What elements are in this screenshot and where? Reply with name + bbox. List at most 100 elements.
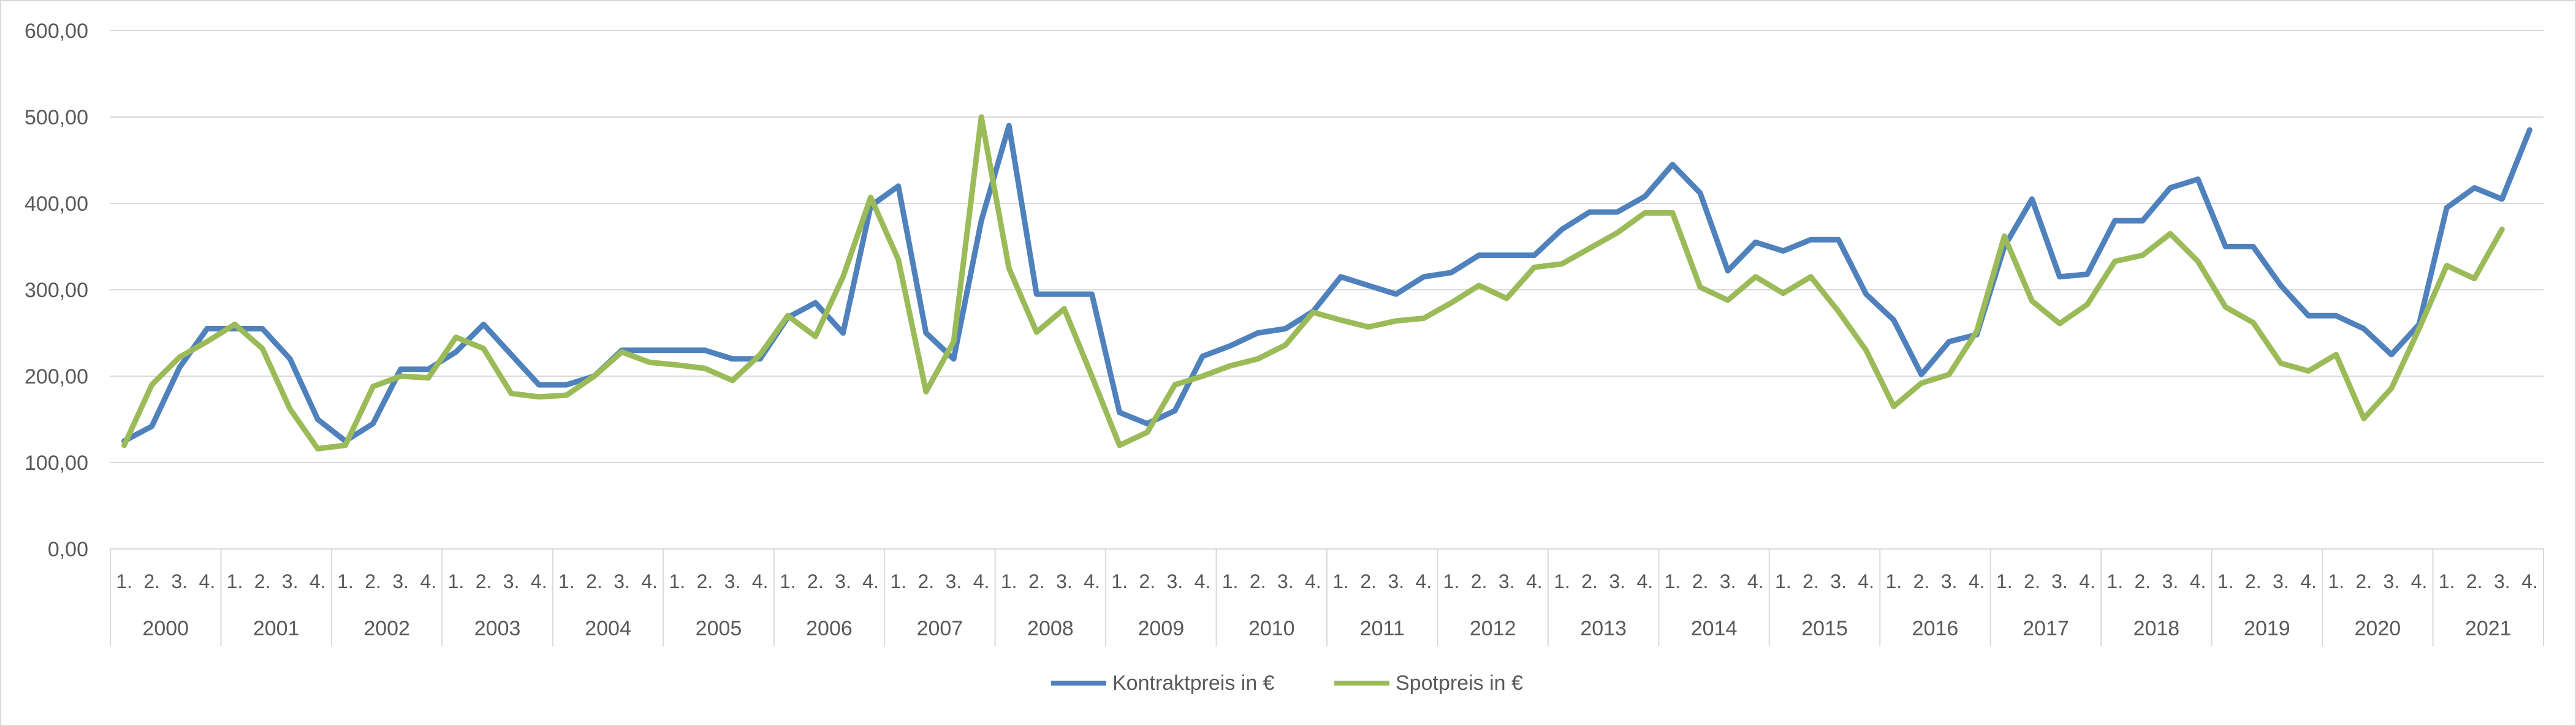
x-tick-year-label: 2015 bbox=[1801, 617, 1848, 640]
x-tick-quarter-label: 2. bbox=[2135, 570, 2151, 592]
x-tick-year-label: 2003 bbox=[474, 617, 521, 640]
series-line-spotpreis bbox=[121, 114, 2505, 452]
x-tick-year-label: 2001 bbox=[253, 617, 300, 640]
x-tick-quarter-label: 2. bbox=[2245, 570, 2262, 592]
x-tick-quarter-label: 4. bbox=[420, 570, 436, 592]
x-tick-quarter-label: 1. bbox=[337, 570, 354, 592]
x-tick-year-label: 2005 bbox=[696, 617, 742, 640]
x-tick-quarter-label: 4. bbox=[752, 570, 769, 592]
x-tick-quarter-label: 4. bbox=[2190, 570, 2206, 592]
x-tick-quarter-label: 4. bbox=[1084, 570, 1100, 592]
y-tick-label: 0,00 bbox=[48, 538, 88, 561]
x-tick-quarter-label: 2. bbox=[1692, 570, 1709, 592]
x-tick-quarter-label: 4. bbox=[2411, 570, 2428, 592]
x-tick-quarter-label: 3. bbox=[2051, 570, 2068, 592]
x-tick-quarter-label: 4. bbox=[1858, 570, 1874, 592]
x-tick-quarter-label: 2. bbox=[1913, 570, 1930, 592]
x-tick-quarter-label: 1. bbox=[448, 570, 465, 592]
x-tick-quarter-label: 4. bbox=[862, 570, 879, 592]
x-tick-quarter-label: 3. bbox=[1941, 570, 1958, 592]
axis-labels: 0,00 100,00 200,00 300,00 400,00 500,00 600,00… bbox=[25, 20, 2538, 640]
x-tick-quarter-label: 2. bbox=[2024, 570, 2040, 592]
y-tick-label: 200,00 bbox=[25, 365, 88, 388]
x-tick-year-label: 2000 bbox=[142, 617, 189, 640]
x-tick-quarter-label: 1. bbox=[1001, 570, 1017, 592]
x-tick-quarter-label: 2. bbox=[697, 570, 713, 592]
x-tick-quarter-label: 1. bbox=[558, 570, 575, 592]
x-tick-quarter-label: 4. bbox=[1747, 570, 1764, 592]
x-tick-year-label: 2006 bbox=[806, 617, 853, 640]
x-tick-quarter-label: 2. bbox=[2466, 570, 2483, 592]
x-tick-year-label: 2018 bbox=[2133, 617, 2180, 640]
x-tick-quarter-label: 4. bbox=[199, 570, 216, 592]
x-tick-quarter-label: 4. bbox=[1195, 570, 1211, 592]
x-tick-quarter-label: 2. bbox=[586, 570, 602, 592]
x-tick-quarter-label: 3. bbox=[1720, 570, 1736, 592]
x-tick-quarter-label: 3. bbox=[2384, 570, 2400, 592]
y-tick-label: 500,00 bbox=[25, 106, 88, 129]
gridlines bbox=[110, 30, 2544, 646]
x-tick-quarter-label: 4. bbox=[2300, 570, 2317, 592]
x-tick-quarter-label: 4. bbox=[1636, 570, 1653, 592]
x-tick-year-label: 2021 bbox=[2465, 617, 2512, 640]
x-tick-year-label: 2008 bbox=[1027, 617, 1074, 640]
x-tick-quarter-label: 2. bbox=[918, 570, 935, 592]
x-tick-quarter-label: 2. bbox=[1471, 570, 1487, 592]
x-tick-quarter-label: 1. bbox=[116, 570, 132, 592]
y-tick-label: 300,00 bbox=[25, 279, 88, 302]
x-tick-quarter-label: 1. bbox=[2217, 570, 2234, 592]
x-tick-quarter-label: 1. bbox=[1111, 570, 1128, 592]
x-tick-quarter-label: 4. bbox=[1526, 570, 1543, 592]
x-tick-quarter-label: 3. bbox=[1499, 570, 1515, 592]
y-tick-label: 100,00 bbox=[25, 452, 88, 475]
x-tick-quarter-label: 3. bbox=[503, 570, 520, 592]
x-tick-quarter-label: 3. bbox=[1388, 570, 1404, 592]
x-tick-quarter-label: 4. bbox=[1969, 570, 1985, 592]
x-tick-year-label: 2007 bbox=[917, 617, 963, 640]
y-tick-label: 600,00 bbox=[25, 20, 88, 43]
x-tick-quarter-label: 3. bbox=[2494, 570, 2510, 592]
x-tick-quarter-label: 1. bbox=[1443, 570, 1460, 592]
x-tick-quarter-label: 4. bbox=[2521, 570, 2538, 592]
x-tick-quarter-label: 2. bbox=[1803, 570, 1819, 592]
x-tick-quarter-label: 3. bbox=[614, 570, 630, 592]
x-tick-quarter-label: 3. bbox=[2273, 570, 2289, 592]
series-line-kontraktpreis bbox=[121, 123, 2532, 444]
x-tick-quarter-label: 3. bbox=[1830, 570, 1847, 592]
x-tick-quarter-label: 4. bbox=[641, 570, 658, 592]
x-tick-quarter-label: 1. bbox=[1222, 570, 1239, 592]
x-tick-quarter-label: 4. bbox=[1416, 570, 1432, 592]
x-tick-year-label: 2004 bbox=[585, 617, 631, 640]
x-tick-quarter-label: 2. bbox=[1360, 570, 1377, 592]
legend-label-kontraktpreis: Kontraktpreis in € bbox=[1112, 671, 1275, 695]
x-tick-quarter-label: 1. bbox=[2328, 570, 2344, 592]
x-tick-quarter-label: 2. bbox=[807, 570, 824, 592]
x-tick-quarter-label: 4. bbox=[531, 570, 547, 592]
x-tick-quarter-label: 2. bbox=[365, 570, 381, 592]
x-tick-quarter-label: 1. bbox=[669, 570, 685, 592]
x-tick-year-label: 2020 bbox=[2354, 617, 2401, 640]
x-tick-quarter-label: 3. bbox=[1609, 570, 1625, 592]
x-tick-quarter-label: 2. bbox=[254, 570, 271, 592]
x-tick-quarter-label: 2. bbox=[2355, 570, 2372, 592]
x-tick-quarter-label: 3. bbox=[1277, 570, 1294, 592]
x-tick-quarter-label: 1. bbox=[780, 570, 796, 592]
x-tick-quarter-label: 3. bbox=[1056, 570, 1073, 592]
x-tick-quarter-label: 2. bbox=[1250, 570, 1266, 592]
x-tick-quarter-label: 1. bbox=[1554, 570, 1570, 592]
x-tick-quarter-label: 2. bbox=[1581, 570, 1598, 592]
x-tick-quarter-label: 1. bbox=[2107, 570, 2123, 592]
x-tick-quarter-label: 2. bbox=[1139, 570, 1155, 592]
x-tick-year-label: 2014 bbox=[1691, 617, 1738, 640]
x-tick-year-label: 2019 bbox=[2244, 617, 2290, 640]
x-tick-quarter-label: 2. bbox=[143, 570, 160, 592]
x-tick-quarter-label: 1. bbox=[1775, 570, 1791, 592]
x-tick-quarter-label: 2. bbox=[476, 570, 492, 592]
x-tick-quarter-label: 4. bbox=[1305, 570, 1321, 592]
x-tick-quarter-label: 4. bbox=[973, 570, 990, 592]
x-tick-quarter-label: 3. bbox=[724, 570, 741, 592]
x-tick-quarter-label: 3. bbox=[282, 570, 298, 592]
x-tick-quarter-label: 1. bbox=[1996, 570, 2013, 592]
